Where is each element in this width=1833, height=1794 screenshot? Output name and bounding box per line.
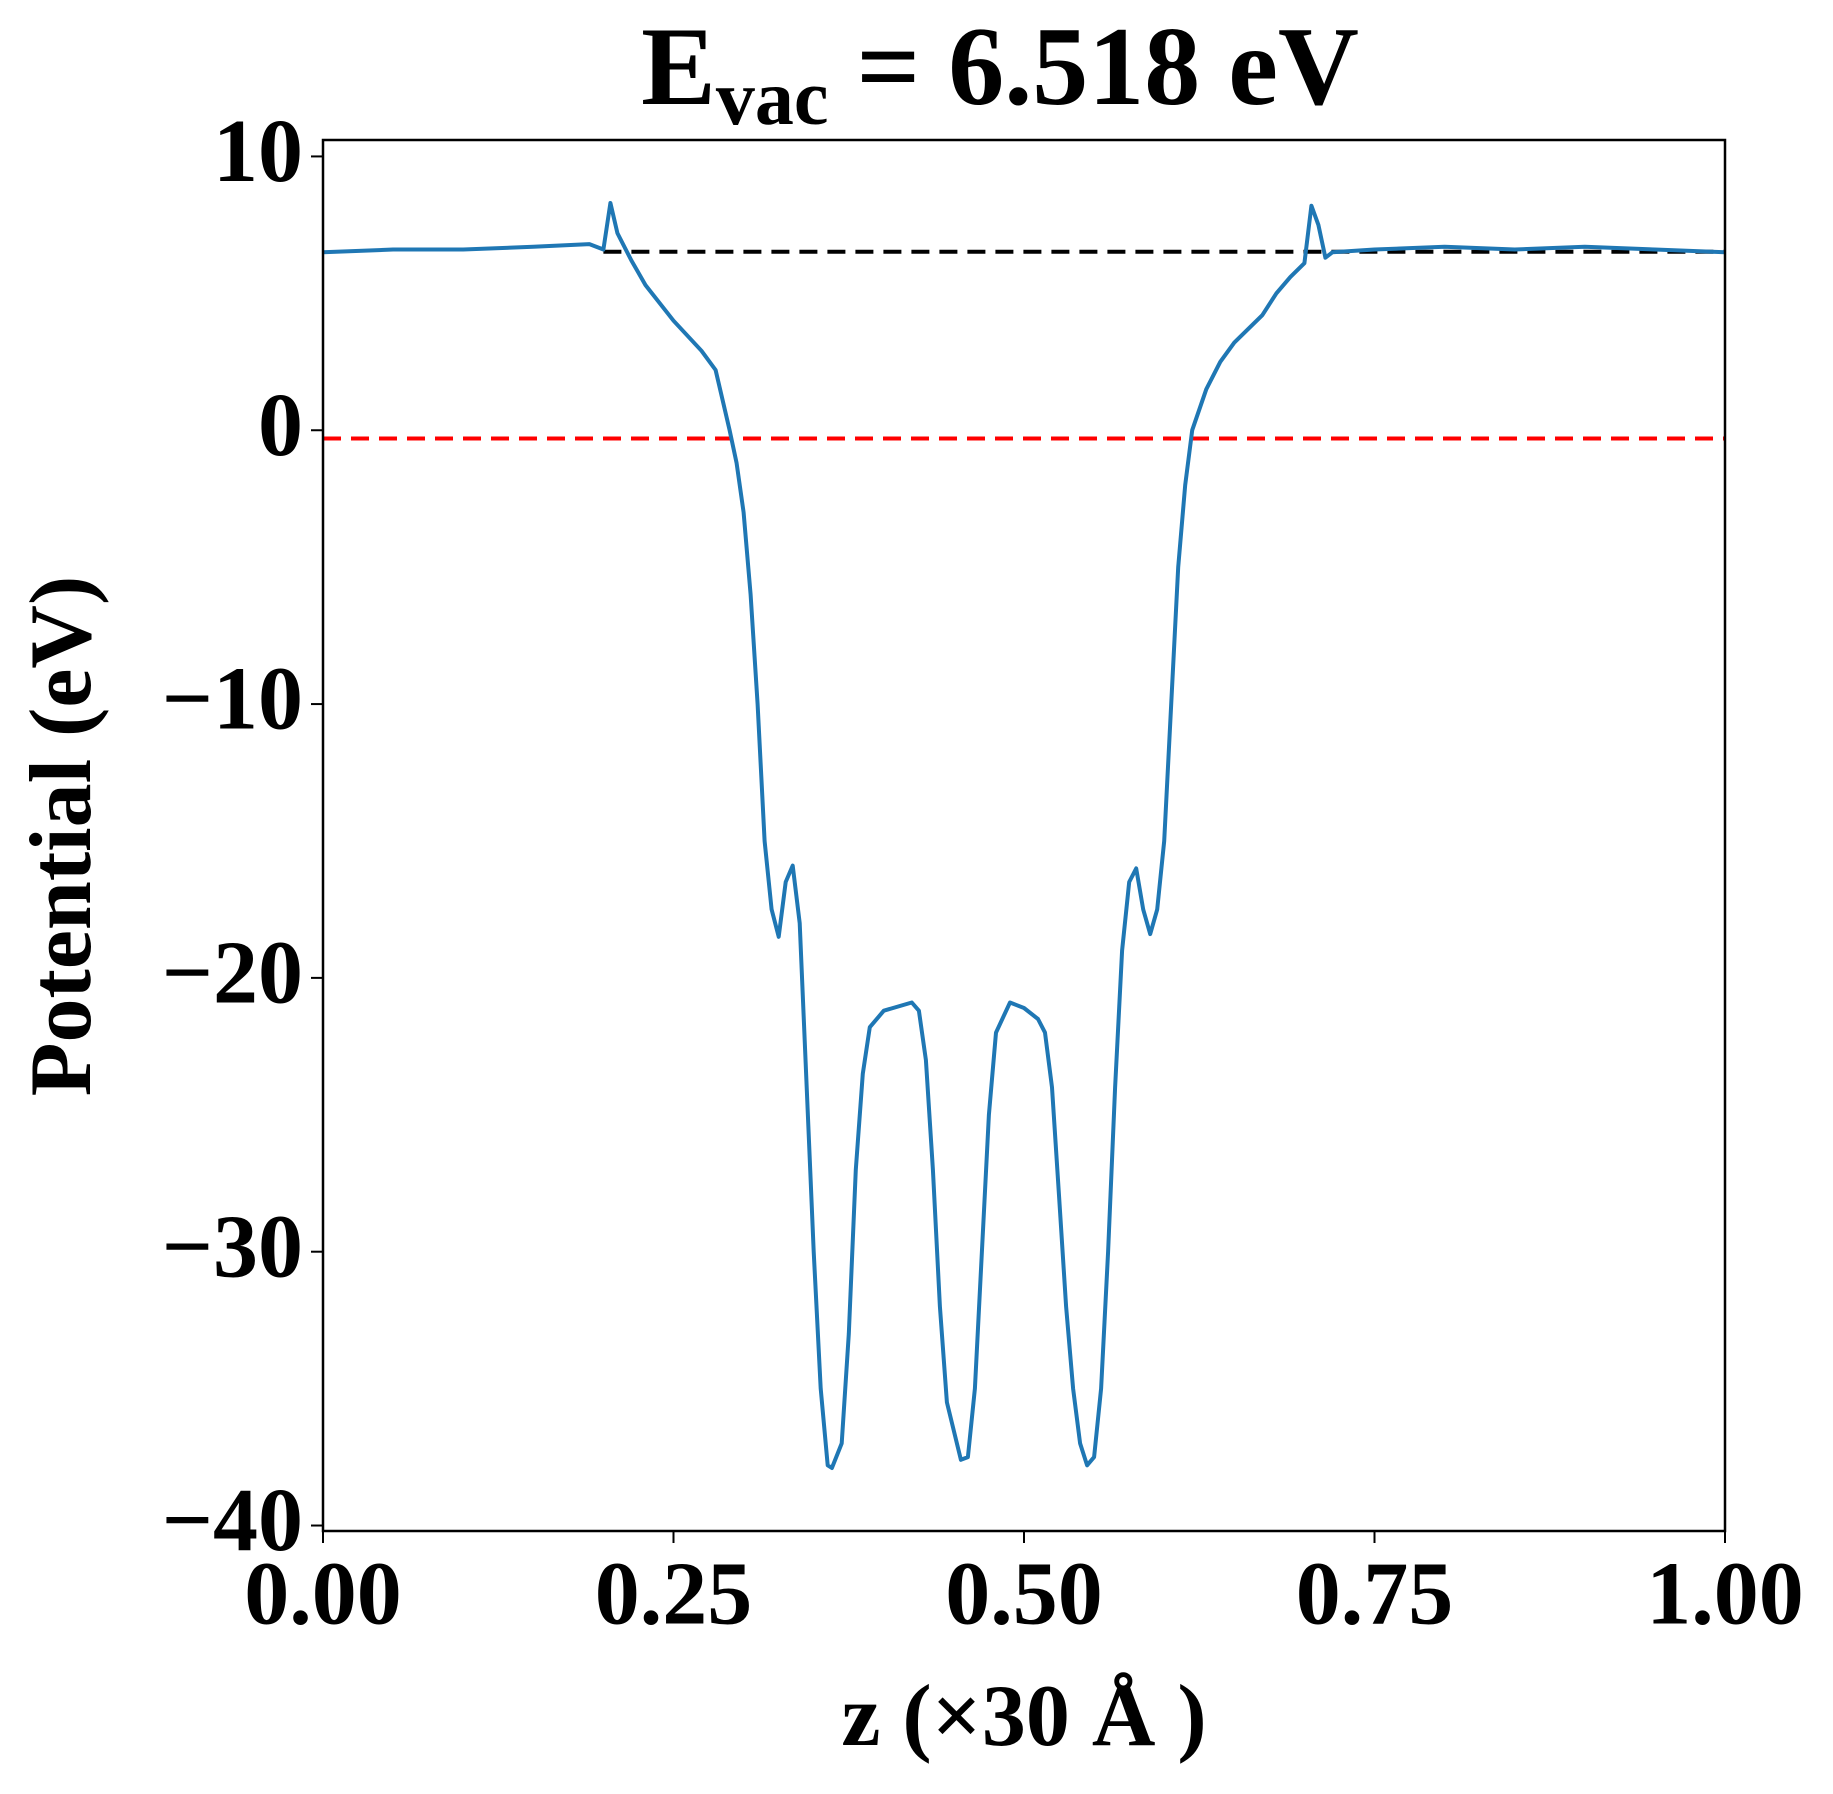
x-tick-label: 0.00 <box>244 1545 402 1644</box>
title-sub: vac <box>716 54 829 141</box>
y-tick-label: −10 <box>162 650 303 749</box>
y-axis-label: Potential (eV) <box>13 576 110 1096</box>
data-line <box>322 201 1726 1470</box>
plot-frame <box>321 138 1727 1533</box>
y-tick-label: −20 <box>162 924 303 1023</box>
x-axis-label: z (×30 Å ) <box>841 1668 1206 1765</box>
x-tick-label: 0.25 <box>595 1545 753 1644</box>
y-tick-label: −30 <box>162 1197 303 1296</box>
x-tick-label: 0.75 <box>1296 1545 1454 1644</box>
chart-title: Evac = 6.518 eV <box>641 5 1359 141</box>
x-tick-label: 1.00 <box>1646 1545 1804 1644</box>
y-tick-label: 0 <box>258 376 303 475</box>
x-tick-label: 0.50 <box>945 1545 1103 1644</box>
y-tick-label: −40 <box>162 1471 303 1570</box>
y-tick-label: 10 <box>213 102 303 201</box>
title-main: E <box>641 5 716 129</box>
title-rest: = 6.518 eV <box>828 5 1358 129</box>
